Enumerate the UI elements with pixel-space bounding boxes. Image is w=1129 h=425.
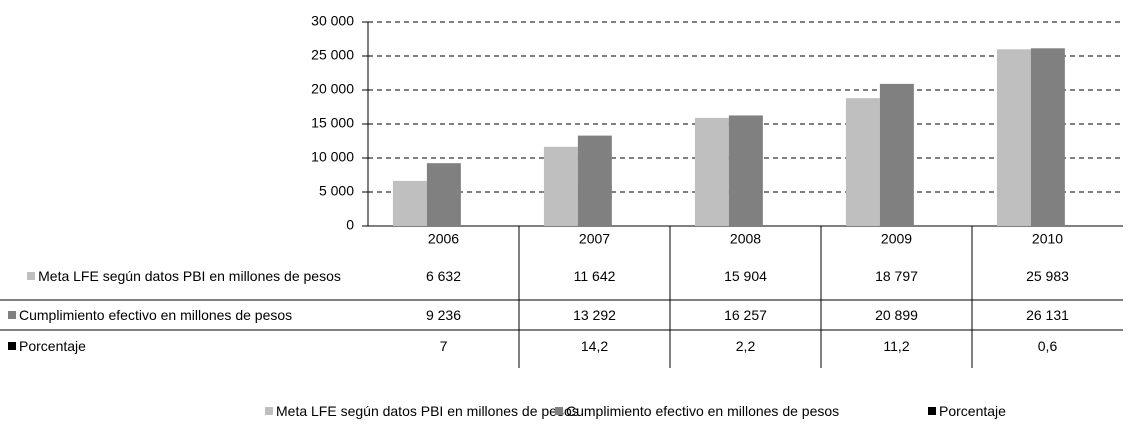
y-tick-label: 0 [346, 217, 354, 233]
bar [543, 146, 578, 226]
table-cell: 2,2 [735, 337, 756, 354]
bar [577, 135, 612, 226]
x-tick-label: 2009 [881, 231, 912, 247]
table-row-label: Porcentaje [8, 330, 360, 362]
y-tick-label: 30 000 [311, 13, 354, 29]
x-tick-label: 2010 [1032, 231, 1063, 247]
table-cell: 0,6 [1037, 337, 1058, 354]
table-cell: 25 983 [1026, 267, 1069, 284]
legend-swatch [928, 407, 936, 415]
table-cell: 26 131 [1026, 306, 1069, 323]
table-cell: 18 797 [875, 267, 918, 284]
bar [728, 115, 763, 226]
y-tick-label: 25 000 [311, 47, 354, 63]
table-row-label: Meta LFE según datos PBI en millones de … [8, 252, 360, 300]
table-cell: 7 [439, 337, 448, 354]
y-tick-label: 15 000 [311, 115, 354, 131]
legend-item: Meta LFE según datos PBI en millones de … [265, 402, 579, 420]
legend-item: Porcentaje [928, 402, 1006, 420]
table-cell: 14,2 [580, 337, 609, 354]
legend-swatch [265, 407, 273, 415]
bar [879, 83, 914, 226]
bar [694, 117, 729, 226]
legend-label: Meta LFE según datos PBI en millones de … [276, 403, 579, 419]
row-label-text: Meta LFE según datos PBI en millones de … [38, 267, 341, 284]
bar [996, 49, 1031, 227]
table-cell: 15 904 [724, 267, 767, 284]
legend-label: Cumplimiento efectivo en millones de pes… [566, 403, 840, 419]
row-label-text: Porcentaje [19, 337, 86, 354]
row-label-text: Cumplimiento efectivo en millones de pes… [19, 306, 293, 323]
bar [845, 98, 880, 226]
table-cell: 11,2 [883, 337, 910, 354]
legend-swatch [8, 342, 16, 350]
table-cell: 11 642 [573, 267, 616, 284]
legend-item: Cumplimiento efectivo en millones de pes… [555, 402, 839, 420]
legend-swatch [555, 407, 563, 415]
bar [426, 163, 461, 226]
y-tick-label: 10 000 [311, 149, 354, 165]
table-cell: 16 257 [724, 306, 767, 323]
y-tick-label: 20 000 [311, 81, 354, 97]
table-cell: 6 632 [425, 267, 462, 284]
bar [392, 180, 427, 226]
table-cell: 9 236 [425, 306, 462, 323]
table-cell: 20 899 [875, 306, 918, 323]
table-cell: 13 292 [573, 306, 616, 323]
legend-label: Porcentaje [939, 403, 1006, 419]
x-tick-label: 2008 [730, 231, 761, 247]
legend-swatch [8, 311, 16, 319]
y-tick-label: 5 000 [319, 183, 354, 199]
legend-swatch [27, 272, 36, 280]
x-tick-label: 2006 [428, 231, 459, 247]
bar [1030, 48, 1065, 226]
table-row-label: Cumplimiento efectivo en millones de pes… [8, 300, 360, 330]
x-tick-label: 2007 [579, 231, 610, 247]
